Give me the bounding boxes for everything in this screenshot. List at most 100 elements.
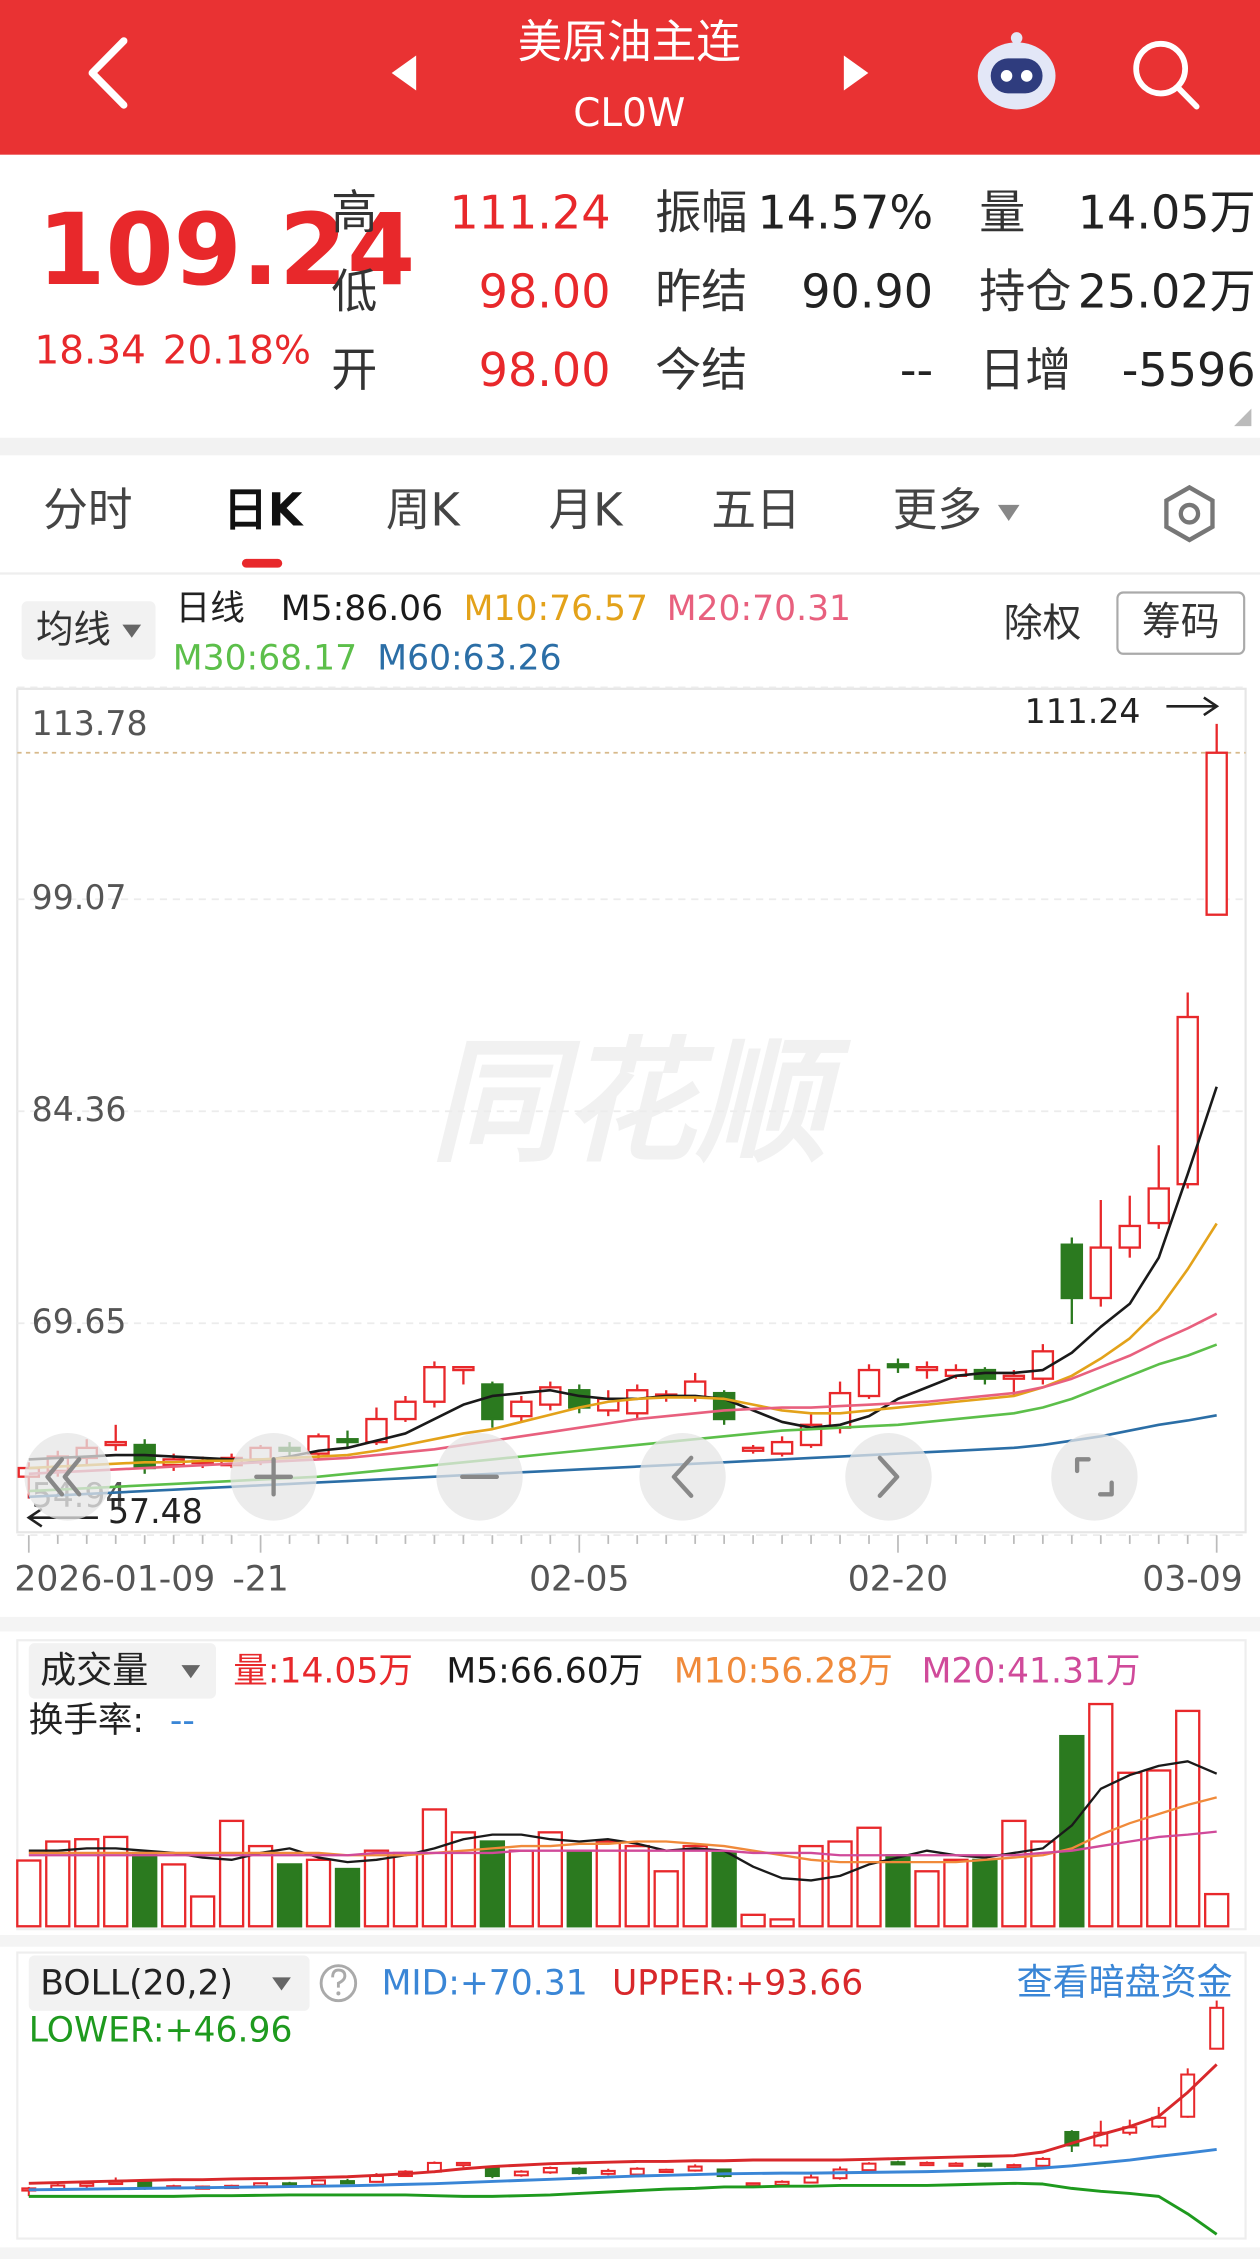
- nav-icon: [45, 1457, 82, 1497]
- boll-line: [28, 2181, 1218, 2236]
- candle-body: [1176, 1015, 1199, 1186]
- volume-bar: [74, 1838, 100, 1928]
- volume-bar: [1117, 1771, 1143, 1928]
- candle-body: [803, 2176, 819, 2184]
- header-subtitle: CL0W: [573, 91, 685, 136]
- ma-caret: [122, 624, 142, 638]
- volume-bar: [1204, 1892, 1230, 1928]
- ma-line: [28, 1414, 1217, 1499]
- search-button[interactable]: [1133, 40, 1200, 110]
- nav-icon: [1074, 1457, 1114, 1497]
- legend-entry: M5:66.60万: [446, 1651, 643, 1691]
- volume-bar: [334, 1867, 361, 1928]
- candle-body: [336, 1438, 359, 1444]
- dark-pool-link[interactable]: 查看暗盘资金: [1017, 1960, 1233, 2003]
- volume-button[interactable]: 成交量: [40, 1648, 148, 1691]
- stat-label: 高: [331, 185, 377, 239]
- tab[interactable]: 周K: [386, 483, 461, 536]
- candle-body: [452, 1366, 475, 1372]
- help-icon[interactable]: [319, 1964, 358, 2003]
- volume-bar: [711, 1851, 737, 1928]
- fq-button[interactable]: 除权: [1004, 601, 1082, 646]
- next-contract[interactable]: [843, 55, 869, 91]
- back-button[interactable]: [88, 37, 128, 109]
- more-caret: [997, 504, 1020, 521]
- separator: [0, 437, 1260, 456]
- tab-active[interactable]: 日K: [223, 483, 304, 536]
- candle-body: [484, 2166, 500, 2178]
- candle-body: [1035, 2157, 1051, 2167]
- volume-bar: [885, 1854, 911, 1928]
- fullscreen[interactable]: [1051, 1433, 1138, 1521]
- candle-body: [311, 2179, 327, 2186]
- settings-button[interactable]: [1164, 484, 1215, 543]
- tab[interactable]: 分时: [43, 483, 132, 536]
- volume-button-bg[interactable]: [28, 1643, 216, 1699]
- candle-body: [977, 2162, 993, 2167]
- prev-contract[interactable]: [391, 55, 417, 91]
- stat-value: -5596: [1122, 343, 1256, 397]
- nav-button-bg: [639, 1433, 726, 1521]
- candle-body: [1118, 1224, 1141, 1249]
- ma-line: [28, 1222, 1218, 1470]
- candle-body: [513, 2170, 529, 2177]
- period-label: 日线: [176, 589, 245, 629]
- boll-caret: [272, 1977, 291, 1991]
- chips-button[interactable]: 筹码: [1142, 600, 1220, 645]
- stat-label: 低: [331, 264, 377, 318]
- y-tick-label: 99.07: [32, 878, 127, 917]
- volume-bar: [769, 1918, 795, 1928]
- candle-body: [890, 2161, 906, 2166]
- candle-body: [365, 1417, 388, 1444]
- chips-button-bg[interactable]: [1116, 591, 1246, 655]
- chart-nav-overlay: [24, 1433, 1138, 1521]
- candle-body: [542, 2166, 558, 2174]
- candle-body: [745, 2182, 761, 2187]
- nav-button-bg: [24, 1433, 111, 1521]
- boll-button-bg[interactable]: [28, 1955, 310, 2011]
- tab[interactable]: 更多: [893, 483, 982, 536]
- candle-body: [1180, 2073, 1196, 2118]
- tab-underline: [241, 558, 283, 568]
- volume-bar: [537, 1831, 563, 1928]
- tab[interactable]: 五日: [711, 483, 800, 536]
- nav-left[interactable]: [639, 1433, 726, 1521]
- volume-caret: [181, 1665, 201, 1679]
- min-label: 57.48: [108, 1492, 203, 1531]
- zoom-in[interactable]: [230, 1433, 317, 1521]
- stat-label: 量: [979, 185, 1025, 239]
- stat-value: 25.02万: [1078, 264, 1256, 318]
- ma-line: [28, 1343, 1218, 1493]
- header-title: 美原油主连: [518, 15, 741, 68]
- legend-entry: M20:41.31万: [922, 1651, 1141, 1691]
- stat-label: 日增: [979, 343, 1071, 397]
- boll-button[interactable]: BOLL(20,2): [40, 1964, 233, 2004]
- turnover-value: --: [170, 1701, 195, 1741]
- candle-body: [1147, 1187, 1170, 1225]
- candle-body: [1209, 2006, 1225, 2050]
- ma-button[interactable]: 均线: [36, 607, 111, 651]
- candle-body: [571, 2167, 587, 2175]
- volume-bar: [1088, 1702, 1114, 1928]
- volume-bar: [160, 1863, 187, 1928]
- robot-button[interactable]: [977, 32, 1056, 110]
- legend-entry: M30:68.17: [173, 638, 357, 678]
- ma-button-bg[interactable]: [21, 601, 156, 660]
- candle-body: [770, 1440, 794, 1455]
- volume-bar: [682, 1844, 708, 1928]
- volume-bar: [305, 1858, 332, 1928]
- turnover-label: 换手率:: [29, 1701, 144, 1741]
- tab[interactable]: 月K: [549, 483, 624, 536]
- nav-rewind[interactable]: [24, 1433, 111, 1521]
- nav-icon: [254, 1457, 294, 1497]
- volume-frame: [16, 1639, 1247, 1931]
- nav-right[interactable]: [845, 1433, 932, 1521]
- volume-ma-line: [28, 1830, 1217, 1857]
- volume-bar: [450, 1831, 477, 1928]
- expand-corner[interactable]: [1234, 408, 1252, 427]
- nav-button-bg: [1051, 1433, 1138, 1521]
- y-tick-label: 69.65: [32, 1302, 127, 1341]
- candle-body: [423, 1366, 446, 1403]
- zoom-out[interactable]: [436, 1433, 523, 1521]
